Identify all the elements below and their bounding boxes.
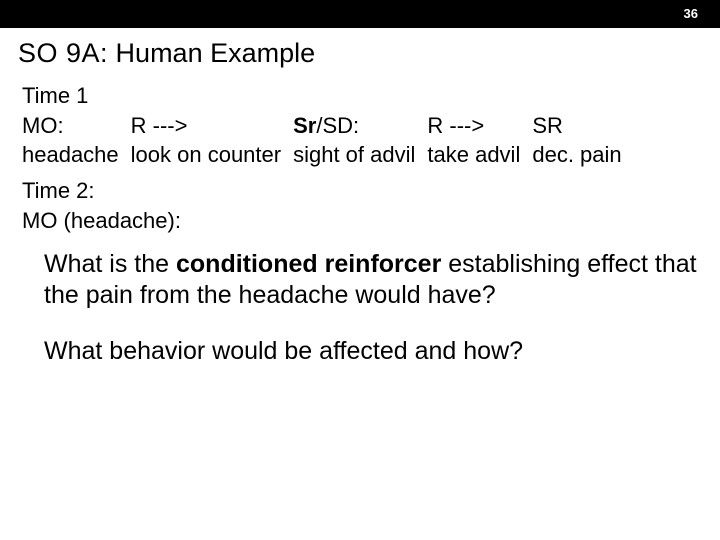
title-text: Human Example	[108, 38, 315, 68]
mo-headache-label: MO (headache):	[22, 206, 698, 236]
cell-mo: MO:	[22, 111, 131, 141]
question-2: What behavior would be affected and how?	[44, 336, 700, 367]
cell-r-arrow-1: R --->	[131, 111, 293, 141]
table-row: Time 1	[22, 81, 634, 111]
title-prefix: SO 9A:	[18, 38, 108, 68]
time2-label: Time 2:	[22, 176, 698, 206]
question-1: What is the conditioned reinforcer estab…	[44, 249, 700, 310]
q1-bold: conditioned reinforcer	[176, 250, 441, 278]
cell-take: take advil	[427, 140, 532, 170]
content-area: Time 1 MO: R ---> Sr/SD: R ---> SR heada…	[0, 81, 720, 235]
cell-dec: dec. pain	[532, 140, 633, 170]
time2-block: Time 2: MO (headache):	[22, 176, 698, 235]
cell-sr: SR	[532, 111, 633, 141]
slide-title: SO 9A: Human Example	[0, 28, 720, 81]
slide-number: 36	[684, 6, 698, 21]
sr-bold: Sr	[293, 113, 316, 138]
questions-block: What is the conditioned reinforcer estab…	[0, 235, 720, 367]
q1-pre: What is the	[44, 250, 176, 278]
table-row: MO: R ---> Sr/SD: R ---> SR	[22, 111, 634, 141]
sr-rest: /SD:	[316, 113, 359, 138]
cell-headache: headache	[22, 140, 131, 170]
top-bar: 36	[0, 0, 720, 28]
sequence-table: Time 1 MO: R ---> Sr/SD: R ---> SR heada…	[22, 81, 634, 170]
table-row: headache look on counter sight of advil …	[22, 140, 634, 170]
time1-label: Time 1	[22, 81, 634, 111]
cell-r-arrow-2: R --->	[427, 111, 532, 141]
cell-sight: sight of advil	[293, 140, 427, 170]
cell-sr-sd: Sr/SD:	[293, 111, 427, 141]
cell-look: look on counter	[131, 140, 293, 170]
